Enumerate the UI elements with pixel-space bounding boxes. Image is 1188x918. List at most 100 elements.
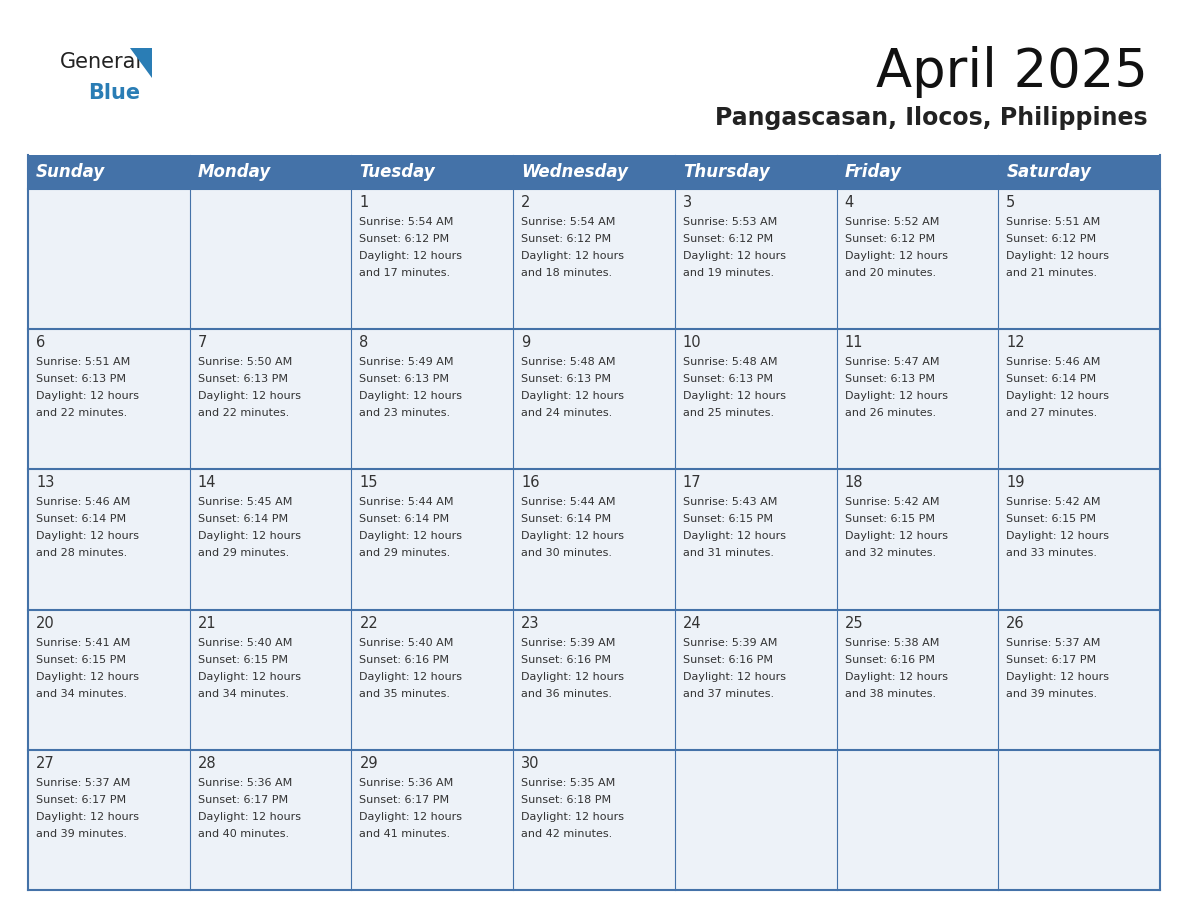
Text: Sunrise: 5:40 AM: Sunrise: 5:40 AM [197,638,292,647]
Text: Daylight: 12 hours: Daylight: 12 hours [522,532,624,542]
Text: Daylight: 12 hours: Daylight: 12 hours [36,672,139,681]
Text: Sunrise: 5:36 AM: Sunrise: 5:36 AM [360,778,454,788]
Text: 7: 7 [197,335,207,350]
Text: Sunrise: 5:44 AM: Sunrise: 5:44 AM [360,498,454,508]
Bar [29,750,1159,890]
Text: 21: 21 [197,616,216,631]
Text: Sunrise: 5:39 AM: Sunrise: 5:39 AM [683,638,777,647]
Text: 22: 22 [360,616,378,631]
Text: Sunrise: 5:40 AM: Sunrise: 5:40 AM [360,638,454,647]
Text: Sunset: 6:14 PM: Sunset: 6:14 PM [360,514,449,524]
Bar [29,610,1159,750]
Bar [29,469,1159,610]
Text: Daylight: 12 hours: Daylight: 12 hours [845,251,948,261]
Text: Sunset: 6:16 PM: Sunset: 6:16 PM [845,655,935,665]
Text: Sunset: 6:13 PM: Sunset: 6:13 PM [197,375,287,385]
Text: Sunrise: 5:53 AM: Sunrise: 5:53 AM [683,217,777,227]
Text: Sunrise: 5:37 AM: Sunrise: 5:37 AM [36,778,131,788]
Text: Sunset: 6:17 PM: Sunset: 6:17 PM [197,795,287,805]
Text: and 34 minutes.: and 34 minutes. [197,688,289,699]
Text: Sunrise: 5:47 AM: Sunrise: 5:47 AM [845,357,939,367]
Text: and 29 minutes.: and 29 minutes. [360,548,450,558]
Text: Sunrise: 5:45 AM: Sunrise: 5:45 AM [197,498,292,508]
Text: and 42 minutes.: and 42 minutes. [522,829,612,839]
Text: and 17 minutes.: and 17 minutes. [360,268,450,278]
Text: Daylight: 12 hours: Daylight: 12 hours [197,672,301,681]
Text: Sunrise: 5:38 AM: Sunrise: 5:38 AM [845,638,939,647]
Text: Daylight: 12 hours: Daylight: 12 hours [683,672,785,681]
Text: and 26 minutes.: and 26 minutes. [845,409,936,419]
Text: Daylight: 12 hours: Daylight: 12 hours [360,812,462,822]
Text: Daylight: 12 hours: Daylight: 12 hours [360,391,462,401]
Text: 13: 13 [36,476,55,490]
Text: Sunset: 6:15 PM: Sunset: 6:15 PM [1006,514,1097,524]
Text: Sunday: Sunday [36,163,106,181]
Text: Daylight: 12 hours: Daylight: 12 hours [1006,672,1110,681]
Text: and 31 minutes.: and 31 minutes. [683,548,773,558]
Text: and 40 minutes.: and 40 minutes. [197,829,289,839]
Text: Sunrise: 5:51 AM: Sunrise: 5:51 AM [1006,217,1100,227]
Text: 24: 24 [683,616,701,631]
Text: and 18 minutes.: and 18 minutes. [522,268,612,278]
Text: 16: 16 [522,476,539,490]
Text: Sunset: 6:12 PM: Sunset: 6:12 PM [683,234,773,244]
Text: and 25 minutes.: and 25 minutes. [683,409,775,419]
Text: and 36 minutes.: and 36 minutes. [522,688,612,699]
Text: and 34 minutes.: and 34 minutes. [36,688,127,699]
Text: Blue: Blue [88,83,140,103]
Text: Daylight: 12 hours: Daylight: 12 hours [845,391,948,401]
Text: Daylight: 12 hours: Daylight: 12 hours [36,812,139,822]
Text: and 35 minutes.: and 35 minutes. [360,688,450,699]
Text: General: General [61,52,143,72]
Text: Daylight: 12 hours: Daylight: 12 hours [522,672,624,681]
Text: Monday: Monday [197,163,271,181]
Text: Sunset: 6:12 PM: Sunset: 6:12 PM [360,234,449,244]
Text: 19: 19 [1006,476,1025,490]
Polygon shape [129,48,152,78]
Text: and 38 minutes.: and 38 minutes. [845,688,936,699]
Text: and 22 minutes.: and 22 minutes. [36,409,127,419]
Text: and 30 minutes.: and 30 minutes. [522,548,612,558]
Text: Sunrise: 5:36 AM: Sunrise: 5:36 AM [197,778,292,788]
Text: Daylight: 12 hours: Daylight: 12 hours [1006,391,1110,401]
Text: 3: 3 [683,195,691,210]
Text: Daylight: 12 hours: Daylight: 12 hours [360,672,462,681]
Text: Sunset: 6:16 PM: Sunset: 6:16 PM [360,655,449,665]
Text: and 22 minutes.: and 22 minutes. [197,409,289,419]
Text: Sunrise: 5:51 AM: Sunrise: 5:51 AM [36,357,131,367]
Text: Daylight: 12 hours: Daylight: 12 hours [1006,532,1110,542]
Text: Sunrise: 5:48 AM: Sunrise: 5:48 AM [683,357,777,367]
Text: and 28 minutes.: and 28 minutes. [36,548,127,558]
Text: Daylight: 12 hours: Daylight: 12 hours [36,391,139,401]
Text: 30: 30 [522,756,539,771]
Text: Sunset: 6:13 PM: Sunset: 6:13 PM [360,375,449,385]
Text: Sunset: 6:13 PM: Sunset: 6:13 PM [522,375,611,385]
Text: Sunset: 6:14 PM: Sunset: 6:14 PM [197,514,287,524]
Text: April 2025: April 2025 [876,46,1148,98]
Text: 27: 27 [36,756,55,771]
Text: Friday: Friday [845,163,902,181]
Text: 8: 8 [360,335,368,350]
Text: Daylight: 12 hours: Daylight: 12 hours [845,672,948,681]
Text: Sunset: 6:13 PM: Sunset: 6:13 PM [683,375,773,385]
Text: Sunrise: 5:37 AM: Sunrise: 5:37 AM [1006,638,1100,647]
Text: Daylight: 12 hours: Daylight: 12 hours [36,532,139,542]
Text: Daylight: 12 hours: Daylight: 12 hours [522,251,624,261]
Text: 2: 2 [522,195,531,210]
Text: Daylight: 12 hours: Daylight: 12 hours [360,251,462,261]
Text: Sunset: 6:12 PM: Sunset: 6:12 PM [845,234,935,244]
Text: Daylight: 12 hours: Daylight: 12 hours [197,532,301,542]
Text: Sunset: 6:17 PM: Sunset: 6:17 PM [1006,655,1097,665]
Text: 23: 23 [522,616,539,631]
Text: Saturday: Saturday [1006,163,1091,181]
Text: 20: 20 [36,616,55,631]
Bar [29,189,1159,330]
Text: Sunset: 6:18 PM: Sunset: 6:18 PM [522,795,612,805]
Text: 10: 10 [683,335,701,350]
Text: and 27 minutes.: and 27 minutes. [1006,409,1098,419]
Text: Sunrise: 5:46 AM: Sunrise: 5:46 AM [1006,357,1100,367]
Text: Sunrise: 5:54 AM: Sunrise: 5:54 AM [522,217,615,227]
Text: 12: 12 [1006,335,1025,350]
Text: 18: 18 [845,476,862,490]
Text: Sunset: 6:15 PM: Sunset: 6:15 PM [683,514,773,524]
